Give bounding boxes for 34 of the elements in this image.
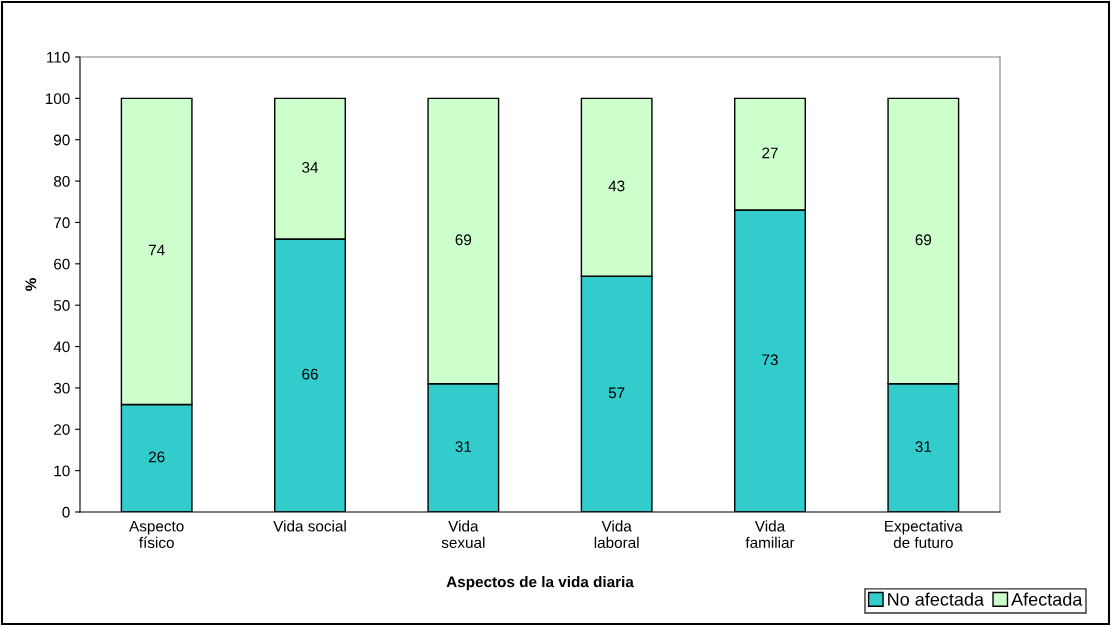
data-label: 27 — [762, 147, 778, 159]
x-tick-label: Vida laboral — [594, 520, 639, 549]
data-label: 26 — [148, 451, 165, 463]
data-label: 74 — [148, 244, 165, 256]
legend-label: Afectada — [1011, 592, 1083, 606]
y-tick-label: 0 — [62, 506, 70, 518]
data-label: 31 — [915, 441, 932, 452]
y-axis-title: % — [25, 278, 37, 291]
data-label: 66 — [302, 368, 318, 380]
y-tick-label: 30 — [53, 382, 70, 394]
y-tick-label: 10 — [54, 465, 70, 477]
x-tick-label: Aspecto físico — [129, 520, 184, 549]
x-tick-label: Expectativa de futuro — [885, 520, 963, 549]
y-tick-label: 80 — [53, 175, 70, 187]
y-tick-label: 40 — [53, 341, 70, 353]
data-label: 31 — [455, 441, 472, 452]
data-label: 34 — [302, 161, 319, 173]
x-tick-label: Vida familiar — [745, 520, 795, 549]
y-tick-label: 100 — [45, 93, 70, 105]
data-label: 73 — [762, 354, 778, 366]
y-tick-label: 20 — [54, 424, 70, 435]
data-label: 57 — [608, 387, 625, 399]
data-label: 69 — [915, 234, 932, 246]
y-tick-label: 70 — [54, 217, 70, 229]
y-tick-label: 110 — [47, 51, 70, 63]
x-tick-label: Vida sexual — [441, 520, 485, 549]
x-tick-label: Vida social — [273, 520, 346, 532]
y-tick-label: 50 — [53, 300, 70, 311]
data-label: 43 — [608, 180, 625, 192]
data-label: 69 — [455, 234, 472, 246]
y-tick-label: 60 — [54, 258, 70, 270]
legend-label: No afectada — [888, 592, 985, 606]
y-tick-label: 90 — [54, 134, 70, 146]
x-axis-title: Aspectos de la vida diaria — [446, 576, 634, 591]
